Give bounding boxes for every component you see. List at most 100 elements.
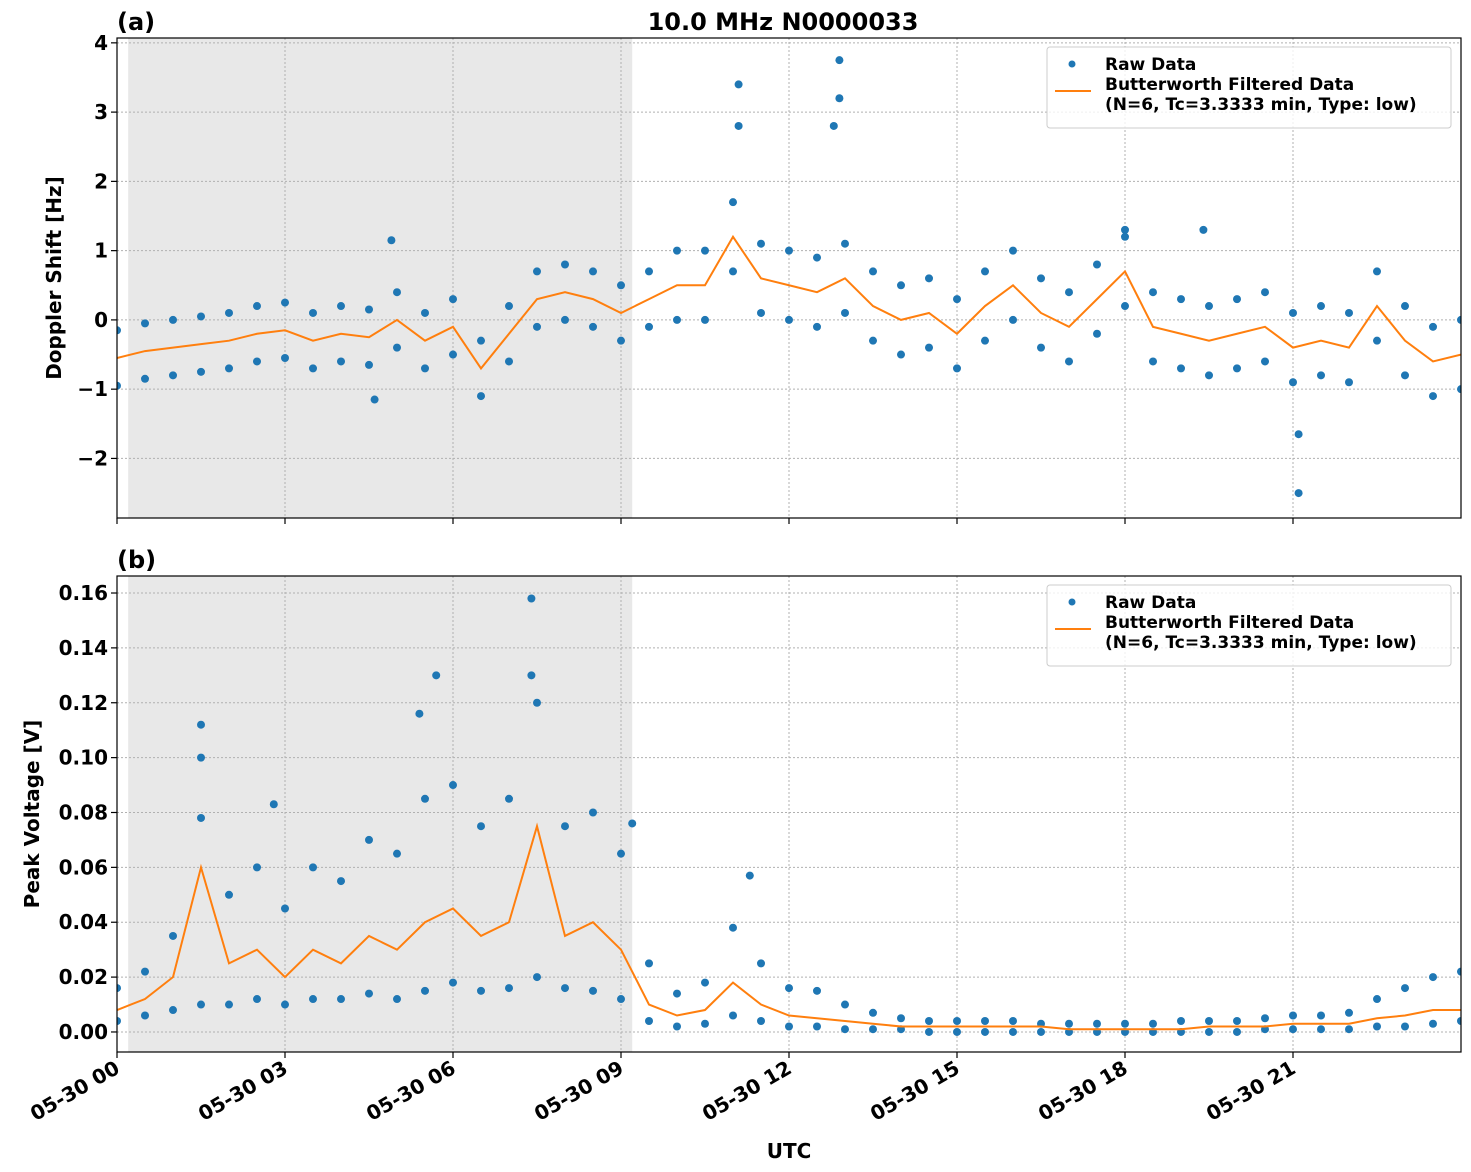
raw-point [1457, 1016, 1461, 1025]
raw-point [309, 364, 317, 373]
raw-point [449, 350, 457, 359]
raw-point [1294, 430, 1303, 439]
raw-point [421, 308, 429, 317]
raw-point [953, 1016, 961, 1025]
raw-point [533, 973, 541, 982]
raw-point [387, 236, 396, 245]
raw-point [729, 1011, 737, 1020]
y-tick-label: 0.14 [59, 636, 108, 660]
raw-point [449, 295, 457, 304]
axes-frame [116, 37, 1462, 519]
raw-point [757, 239, 765, 248]
raw-point [449, 978, 457, 987]
raw-point [527, 594, 536, 603]
panel-label: (b) [117, 546, 156, 574]
legend-label-line: (N=6, Tc=3.3333 min, Type: low) [1105, 95, 1417, 115]
raw-point [415, 709, 424, 718]
x-tick-label: 05-30 06 [362, 1056, 460, 1126]
raw-point [673, 246, 681, 255]
raw-point [869, 336, 877, 345]
raw-point [1373, 995, 1381, 1004]
raw-point [1401, 984, 1409, 993]
raw-point [365, 360, 373, 369]
legend-marker [1068, 60, 1076, 68]
raw-point [1009, 246, 1017, 255]
raw-point [1233, 364, 1241, 373]
raw-point [1233, 295, 1241, 304]
raw-point [449, 781, 457, 790]
raw-point [813, 253, 821, 262]
raw-point [393, 288, 401, 297]
chart-title: 10.0 MHz N0000033 [648, 8, 919, 36]
raw-point [1149, 1019, 1157, 1028]
raw-point [393, 849, 401, 858]
y-tick-label: 4 [94, 31, 108, 55]
raw-point [1009, 315, 1017, 324]
raw-point [645, 1016, 653, 1025]
raw-point [813, 322, 821, 331]
raw-point [813, 986, 821, 995]
raw-point [745, 871, 754, 880]
raw-point [1177, 295, 1185, 304]
raw-point [701, 315, 709, 324]
raw-point [981, 1027, 989, 1036]
raw-point [141, 319, 149, 328]
y-tick-label: 2 [94, 169, 108, 193]
raw-point [309, 308, 317, 317]
raw-point [533, 698, 541, 707]
raw-point [1317, 302, 1325, 311]
y-tick-label: 0.10 [59, 746, 108, 770]
raw-point [393, 995, 401, 1004]
raw-point [253, 863, 261, 872]
raw-point [1205, 302, 1213, 311]
raw-point [673, 315, 681, 324]
raw-point [1457, 385, 1461, 394]
raw-point [1294, 489, 1303, 498]
raw-point [1177, 364, 1185, 373]
legend-label: Butterworth Filtered Data (N=6, Tc=3.3333… [1105, 613, 1417, 653]
y-tick-label: 0.08 [59, 800, 108, 824]
raw-point [701, 978, 709, 987]
legend-label-line: Butterworth Filtered Data [1105, 613, 1354, 633]
y-tick-label: 3 [94, 100, 108, 124]
raw-point [197, 813, 205, 822]
raw-point [673, 1022, 681, 1031]
x-tick-label: 05-30 18 [1034, 1056, 1132, 1126]
raw-point [1345, 1008, 1353, 1017]
raw-point [1317, 371, 1325, 380]
raw-point [421, 794, 429, 803]
raw-point [197, 367, 205, 376]
raw-point [925, 343, 933, 352]
raw-point [225, 308, 233, 317]
raw-point [925, 1027, 933, 1036]
raw-point [393, 343, 401, 352]
raw-point [589, 808, 597, 817]
raw-point [785, 984, 793, 993]
shaded-region [128, 38, 633, 518]
raw-point [841, 308, 849, 317]
raw-point [1289, 308, 1297, 317]
raw-point [953, 364, 961, 373]
legend-marker [1068, 598, 1076, 606]
raw-point [533, 322, 541, 331]
raw-point [1289, 1011, 1297, 1020]
raw-point [734, 121, 743, 130]
raw-point [645, 322, 653, 331]
raw-point [1345, 308, 1353, 317]
raw-point [1233, 1016, 1241, 1025]
raw-point [1199, 225, 1208, 234]
raw-point [169, 1006, 177, 1015]
raw-point [1065, 1019, 1073, 1028]
raw-point [734, 80, 743, 89]
raw-point [785, 1022, 793, 1031]
raw-point [281, 904, 289, 913]
y-tick-label: 0.02 [59, 965, 108, 989]
raw-point [421, 364, 429, 373]
y-tick-label: −1 [77, 377, 108, 401]
raw-point [1429, 1019, 1437, 1028]
raw-point [253, 302, 261, 311]
raw-point [841, 1025, 849, 1034]
raw-point [505, 984, 513, 993]
raw-point [589, 322, 597, 331]
raw-point [617, 336, 625, 345]
